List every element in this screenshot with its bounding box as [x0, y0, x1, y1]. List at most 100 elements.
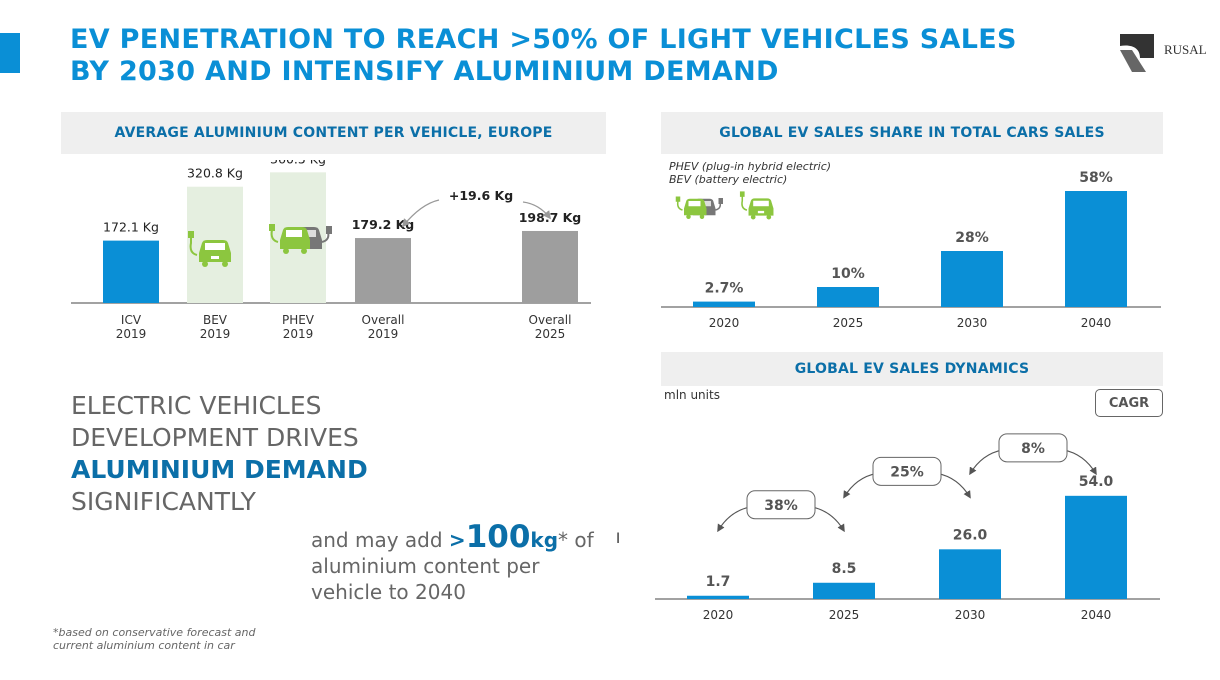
cagr-label-box: [746, 490, 816, 520]
rusal-logo: [1120, 34, 1154, 72]
may-add-suffix: * of: [558, 528, 594, 552]
footnote: *based on conservative forecast and curr…: [53, 626, 255, 652]
chart2-bar: [941, 251, 1003, 307]
chart1-category-label: 2019: [116, 327, 147, 341]
chart2-bar: [817, 287, 879, 307]
chart2-title: GLOBAL EV SALES SHARE IN TOTAL CARS SALE…: [661, 112, 1163, 154]
bev-legend-text: BEV (battery electric): [669, 173, 788, 186]
text-cursor-icon: I: [616, 531, 621, 547]
car-window-icon: [205, 243, 225, 250]
cagr-arrow: [969, 449, 1004, 476]
bev-car-icon: [188, 231, 231, 267]
cagr-label-box: [998, 433, 1068, 463]
charging-cable-icon: [270, 229, 279, 243]
chart3-category-label: 2020: [703, 608, 734, 622]
car-wheel-icon: [686, 214, 691, 219]
chart2-value-label: 2.7%: [705, 281, 744, 297]
chart1-bar: [355, 238, 411, 303]
car-window-icon: [753, 200, 769, 207]
chart2-category-label: 2025: [833, 316, 864, 330]
cagr-label: 8%: [1021, 441, 1045, 457]
may-add-number: 100: [465, 519, 531, 555]
chart3-value-label: 1.7: [706, 574, 731, 590]
cagr-arrow: [843, 472, 878, 499]
chart2-category-label: 2030: [957, 316, 988, 330]
statement-line-3: ALUMINIUM DEMAND: [71, 455, 368, 484]
may-add-text: and may add >100kg* of aluminium content…: [311, 522, 594, 605]
ev-sales-dynamics-chart: 1.7 2020 8.5 2025 26.0 2030 54.0 2040 38% 25% 8%: [655, 433, 1160, 622]
car-wheel-icon: [750, 214, 756, 220]
plug-icon: [739, 191, 745, 197]
chart1-bar: [103, 240, 159, 303]
chart1-category-label: 2019: [368, 327, 399, 341]
chart1-title: AVERAGE ALUMINIUM CONTENT PER VEHICLE, E…: [61, 112, 606, 154]
may-add-unit: kg: [530, 528, 559, 552]
cagr-arrow: [1062, 449, 1097, 476]
statement-line-4: SIGNIFICANTLY: [71, 487, 256, 516]
cagr-label: 38%: [764, 498, 798, 514]
ev-share-chart: 2.7% 2020 10% 2025 28% 2030 58% 2040: [661, 170, 1161, 330]
chart3-bar: [1065, 495, 1127, 599]
chart1-value-label: 172.1 Kg: [103, 220, 159, 235]
green-car-window-icon: [688, 201, 701, 207]
cagr-arrow: [936, 472, 971, 499]
chart2-category-label: 2040: [1081, 316, 1112, 330]
chart1-category-label: Overall: [362, 313, 405, 327]
charging-cable-icon: [189, 237, 198, 256]
car-wheel-icon: [699, 214, 705, 219]
car-wheel-icon: [283, 248, 289, 254]
chart1-annotation-arrow: [401, 199, 440, 228]
chart2-value-label: 58%: [1079, 170, 1113, 186]
plug-icon: [188, 231, 194, 238]
chart3-bar: [939, 549, 1001, 599]
chart1-category-label: 2019: [283, 327, 314, 341]
chart1-category-label: PHEV: [282, 313, 315, 327]
logo-text: RUSAL: [1164, 42, 1207, 57]
chart2-bar: [1065, 191, 1127, 307]
car-wheel-icon: [301, 248, 307, 254]
chart1-annotation: +19.6 Kg: [449, 188, 513, 203]
units-label: mln units: [664, 388, 720, 402]
phev-car-icon: [269, 224, 332, 254]
phev-legend-icon: [675, 196, 723, 219]
chart1-category-label: Overall: [529, 313, 572, 327]
plug-icon: [269, 224, 275, 231]
page-title: EV PENETRATION TO REACH >50% OF LIGHT VE…: [70, 24, 1017, 88]
ev-type-legend: PHEV (plug-in hybrid electric) BEV (batt…: [669, 160, 831, 186]
car-wheel-icon: [202, 261, 208, 267]
chart1-annotation-arrow: [522, 201, 552, 220]
cagr-badge: CAGR: [1095, 389, 1163, 417]
cagr-arrow: [717, 506, 752, 533]
cagr-label-box: [872, 456, 942, 486]
chart1-category-label: 2025: [535, 327, 566, 341]
chart3-value-label: 8.5: [832, 561, 857, 577]
car-plate-icon: [757, 210, 765, 214]
green-car-window-icon: [286, 230, 302, 237]
chart3-bar: [687, 595, 749, 599]
chart2-value-label: 10%: [831, 266, 865, 282]
chart1-category-label: ICV: [121, 313, 142, 327]
cagr-label: 25%: [890, 464, 924, 480]
may-add-gt: >: [448, 528, 466, 552]
cagr-arrow: [810, 506, 845, 533]
chart1-bar: [522, 230, 578, 303]
plug-icon: [675, 196, 681, 202]
chart3-category-label: 2040: [1081, 608, 1112, 622]
chart1-value-label: 179.2 Kg: [352, 217, 415, 232]
chart2-bar: [693, 301, 755, 307]
key-statement: ELECTRIC VEHICLES DEVELOPMENT DRIVES ALU…: [71, 390, 368, 518]
chart1-value-label: 360.5 Kg: [270, 160, 326, 166]
chart2-category-label: 2020: [709, 316, 740, 330]
may-add-line-2: aluminium content per: [311, 554, 540, 578]
accent-bar: [0, 33, 20, 73]
fuel-nozzle-icon: [718, 198, 723, 204]
car-wheel-icon: [222, 261, 228, 267]
chart3-value-label: 54.0: [1079, 474, 1114, 490]
statement-line-2: DEVELOPMENT DRIVES: [71, 423, 359, 452]
chart2-value-label: 28%: [955, 230, 989, 246]
car-plate-icon: [211, 256, 219, 259]
chart3-title: GLOBAL EV SALES DYNAMICS: [661, 352, 1163, 386]
may-add-line-1: and may add >100kg* of: [311, 522, 594, 553]
chart1-category-label: BEV: [203, 313, 228, 327]
